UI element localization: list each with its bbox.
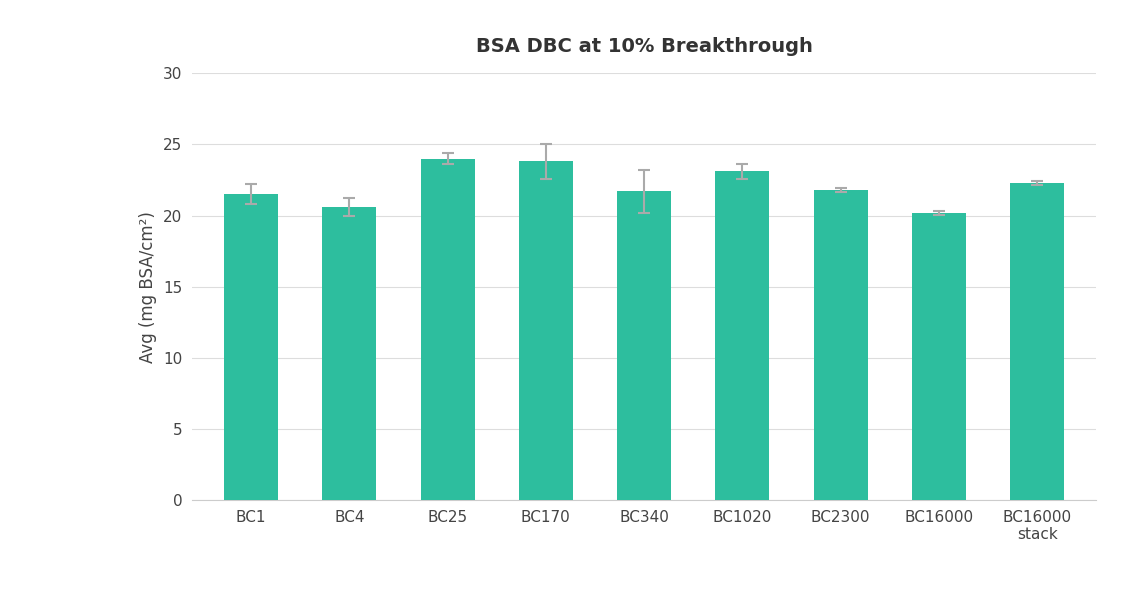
Bar bbox=[912, 213, 966, 500]
Title: BSA DBC at 10% Breakthrough: BSA DBC at 10% Breakthrough bbox=[476, 37, 812, 56]
Bar bbox=[420, 159, 475, 500]
Bar bbox=[519, 162, 573, 500]
Bar bbox=[617, 192, 671, 500]
Bar bbox=[715, 171, 770, 500]
Y-axis label: Avg (mg BSA/cm²): Avg (mg BSA/cm²) bbox=[139, 211, 157, 362]
Bar bbox=[322, 207, 376, 500]
Bar bbox=[1010, 183, 1064, 500]
Bar bbox=[224, 194, 278, 500]
Bar bbox=[814, 190, 868, 500]
